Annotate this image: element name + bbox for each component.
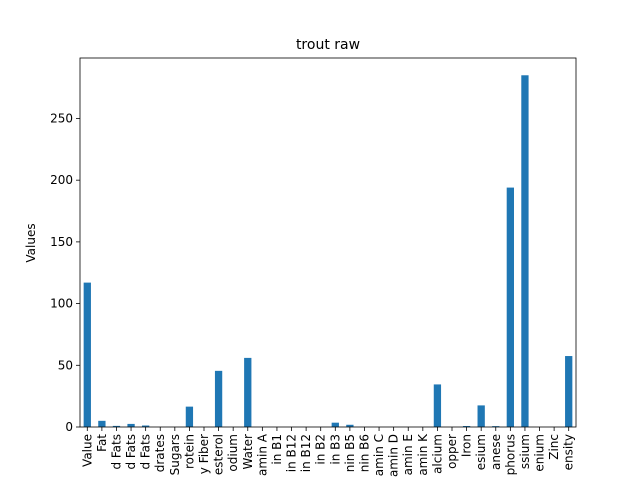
y-axis-ticks: 0 50 100 150 200 250: [50, 111, 80, 434]
x-tick-label: d Fats: [124, 434, 138, 470]
x-tick-label: Fat: [95, 434, 109, 452]
x-tick-label: phorus: [503, 434, 517, 475]
bar: [127, 423, 135, 427]
bar: [244, 357, 252, 427]
x-tick-label: enium: [533, 434, 547, 472]
bar: [492, 426, 500, 427]
x-tick-label: in B12: [299, 434, 313, 472]
y-tick-label: 0: [65, 420, 73, 434]
bar: [83, 282, 91, 427]
x-tick-label: anese: [489, 434, 503, 470]
x-tick-label: Value: [80, 434, 94, 467]
bar: [521, 75, 529, 428]
y-tick-label: 200: [50, 173, 73, 187]
x-tick-label: nin B5: [343, 434, 357, 472]
chart-title: trout raw: [296, 37, 360, 53]
bar: [506, 187, 514, 427]
bar: [346, 424, 354, 427]
x-tick-label: in B2: [314, 434, 328, 465]
x-tick-label: nin B6: [357, 434, 371, 472]
bar: [433, 384, 442, 427]
x-tick-label: Water: [241, 434, 255, 470]
x-tick-label: Iron: [460, 434, 474, 457]
plot-area-frame: [79, 57, 577, 428]
x-tick-label: d Fats: [139, 434, 153, 470]
y-tick-label: 50: [58, 358, 73, 372]
x-tick-label: drates: [153, 434, 167, 472]
x-tick-label: esium: [474, 434, 488, 470]
bars-group: [83, 75, 573, 428]
x-tick-label: ssium: [518, 434, 532, 469]
bar: [331, 422, 339, 427]
x-axis-ticks: Value Fat d Fats d Fats d Fats drates Sugars ro…: [80, 427, 576, 477]
x-tick-label: y Fiber: [197, 434, 211, 474]
bar: [185, 406, 194, 427]
bar: [142, 425, 150, 427]
x-tick-label: ensity: [562, 434, 576, 470]
x-tick-label: in B1: [270, 434, 284, 465]
x-tick-label: amin A: [255, 433, 269, 476]
x-tick-label: in B12: [285, 434, 299, 472]
x-tick-label: rotein: [182, 434, 196, 469]
x-tick-label: esterol: [212, 434, 226, 475]
bar: [112, 425, 121, 427]
x-tick-label: amin D: [387, 434, 401, 477]
y-tick-label: 100: [50, 297, 73, 311]
bar: [98, 420, 106, 427]
y-tick-label: 250: [50, 111, 73, 125]
x-tick-label: odium: [226, 434, 240, 472]
bar: [565, 356, 573, 427]
bar: [214, 370, 223, 427]
x-tick-label: opper: [445, 434, 459, 469]
x-tick-label: alcium: [430, 434, 444, 474]
x-tick-label: d Fats: [109, 434, 123, 470]
bar: [462, 426, 471, 427]
x-tick-label: amin K: [416, 433, 430, 476]
bar: [477, 405, 485, 427]
x-tick-label: Zinc: [547, 434, 561, 460]
y-tick-label: 150: [50, 235, 73, 249]
x-tick-label: amin E: [401, 434, 415, 475]
x-tick-label: in B3: [328, 434, 342, 465]
y-axis-label: Values: [24, 223, 38, 262]
x-tick-label: amin C: [372, 434, 386, 476]
x-tick-label: Sugars: [168, 434, 182, 475]
